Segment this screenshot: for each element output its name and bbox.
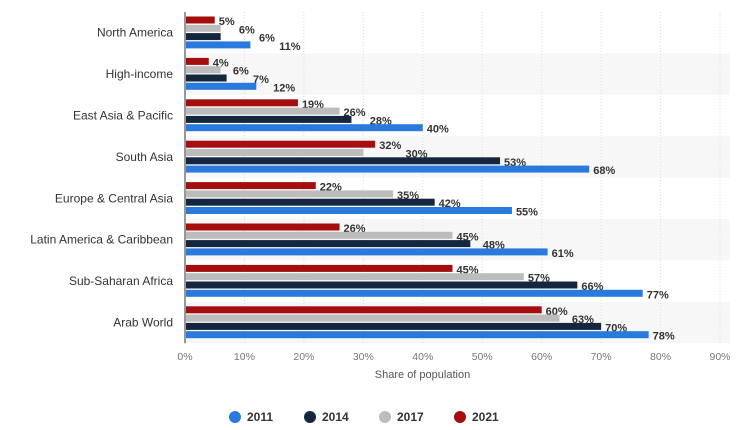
data-label: 6% [259, 33, 275, 45]
bar-2017 [186, 149, 364, 156]
category-label: Arab World [113, 316, 173, 330]
data-label: 11% [279, 41, 301, 53]
bar-2017 [186, 107, 340, 115]
data-label: 12% [273, 82, 295, 94]
data-label: 6% [239, 24, 255, 36]
x-tick-label: 70% [591, 351, 612, 363]
x-tick-label: 90% [709, 351, 730, 363]
category-label: North America [97, 26, 173, 40]
data-label: 6% [233, 66, 249, 78]
bar-2014 [186, 322, 602, 330]
bar-2021 [186, 99, 298, 107]
legend-marker-2021 [454, 411, 466, 423]
data-label: 61% [552, 248, 574, 260]
x-tick-label: 10% [234, 351, 255, 363]
bar-2014 [186, 74, 227, 82]
bar-2021 [186, 16, 215, 24]
legend-marker-2011 [229, 411, 241, 423]
bar-2014 [186, 157, 501, 165]
bar-2011 [186, 41, 251, 49]
x-tick-label: 60% [531, 351, 552, 363]
x-axis-title: Share of population [375, 369, 470, 381]
data-label: 32% [379, 140, 401, 152]
bar-2014 [186, 198, 435, 206]
legend-marker-2017 [379, 411, 391, 423]
bar-2017 [186, 190, 394, 198]
bar-2021 [186, 264, 453, 272]
bar-2014 [186, 240, 471, 248]
x-tick-label: 50% [472, 351, 493, 363]
bar-2021 [186, 182, 316, 190]
x-tick-label: 20% [293, 351, 314, 363]
bar-2014 [186, 33, 221, 41]
data-label: 7% [253, 74, 269, 86]
legend-label: 2021 [472, 410, 499, 424]
bar-2014 [186, 281, 578, 289]
data-label: 40% [427, 124, 449, 136]
legend-label: 2017 [397, 410, 424, 424]
data-label: 55% [516, 207, 538, 219]
bar-2011 [186, 82, 257, 90]
legend-label: 2011 [247, 410, 273, 424]
data-label: 5% [219, 16, 235, 28]
x-tick-label: 40% [412, 351, 433, 363]
bar-2021 [186, 223, 340, 231]
category-label: Europe & Central Asia [55, 191, 173, 205]
bar-2011 [186, 331, 649, 339]
data-label: 68% [593, 165, 615, 177]
bar-2017 [186, 66, 221, 74]
bar-2017 [186, 273, 524, 281]
bar-2021 [186, 306, 542, 314]
bar-2021 [186, 57, 209, 65]
bar-2011 [186, 165, 590, 173]
bar-2017 [186, 231, 453, 239]
band-background [185, 53, 730, 95]
legend-label: 2014 [322, 410, 349, 424]
bar-2021 [186, 140, 376, 148]
bar-2017 [186, 314, 560, 322]
x-tick-label: 30% [353, 351, 374, 363]
category-label: High-income [106, 67, 174, 81]
category-label: South Asia [116, 150, 174, 164]
bar-2011 [186, 124, 423, 132]
x-tick-label: 80% [650, 351, 671, 363]
bar-2017 [186, 24, 221, 32]
bar-2011 [186, 289, 643, 297]
data-label: 77% [647, 289, 669, 301]
bar-2011 [186, 248, 548, 256]
category-label: Latin America & Caribbean [30, 233, 173, 247]
category-label: East Asia & Pacific [73, 109, 173, 123]
bar-2011 [186, 207, 512, 214]
legend-marker-2014 [304, 411, 316, 423]
x-tick-label: 0% [177, 351, 192, 363]
category-label: Sub-Saharan Africa [69, 274, 173, 288]
data-label: 78% [653, 331, 675, 343]
bar-2014 [186, 115, 352, 123]
